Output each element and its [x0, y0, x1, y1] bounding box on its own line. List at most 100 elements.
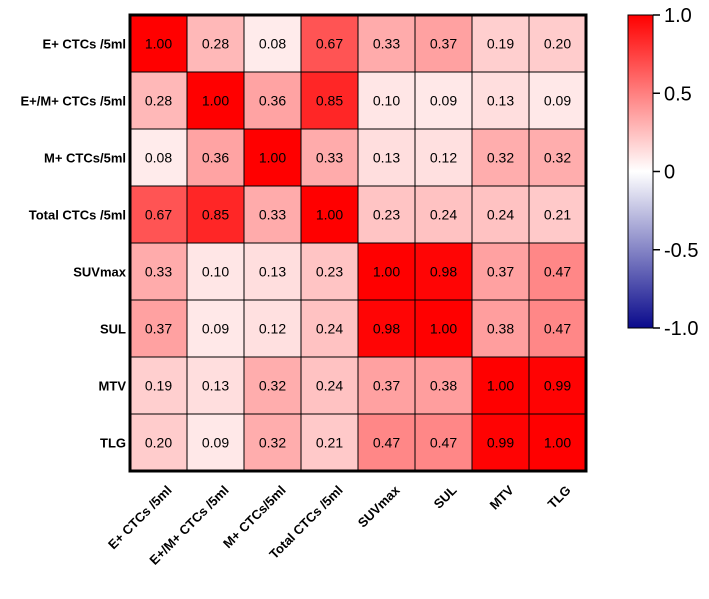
- heatmap-cell: [186, 128, 245, 187]
- cell-value-label: 1.00: [487, 378, 514, 394]
- heatmap-cell: [243, 299, 302, 358]
- colorbar: 1.0 0.5 0 -0.5 -1.0: [627, 5, 698, 340]
- cell-value-label: 0.37: [145, 321, 172, 337]
- cell-value-label: 0.12: [430, 150, 457, 166]
- heatmap-cell: [528, 413, 587, 472]
- colorbar-gradient: [627, 14, 654, 329]
- colorbar-tick-label: 0.5: [664, 83, 692, 105]
- heatmap-cell: [528, 14, 587, 73]
- column-label: SUL: [431, 482, 460, 511]
- cell-value-label: 0.32: [544, 150, 571, 166]
- heatmap-cell: [300, 185, 359, 244]
- heatmap-cell: [471, 242, 530, 301]
- heatmap-cell: [129, 356, 188, 415]
- cell-value-label: 0.24: [316, 321, 343, 337]
- heatmap-cell: [186, 356, 245, 415]
- cell-value-label: 0.33: [316, 150, 343, 166]
- cell-value-label: 0.20: [145, 435, 172, 451]
- cell-value-label: 0.32: [259, 378, 286, 394]
- cell-value-label: 1.00: [202, 93, 229, 109]
- cell-value-label: 0.33: [145, 264, 172, 280]
- cell-value-label: 0.33: [373, 36, 400, 52]
- cell-value-label: 0.85: [316, 93, 343, 109]
- cell-value-label: 0.09: [430, 93, 457, 109]
- heatmap-cell: [414, 128, 473, 187]
- cell-value-label: 0.38: [430, 378, 457, 394]
- heatmap-cell: [471, 356, 530, 415]
- cell-value-label: 0.09: [202, 435, 229, 451]
- cell-value-label: 1.00: [544, 435, 571, 451]
- cell-value-label: 0.28: [202, 36, 229, 52]
- cell-value-label: 0.10: [202, 264, 229, 280]
- heatmap-cell: [414, 299, 473, 358]
- heatmap-cell: [243, 413, 302, 472]
- cell-value-label: 1.00: [145, 36, 172, 52]
- cell-value-label: 0.37: [487, 264, 514, 280]
- cell-value-label: 0.23: [373, 207, 400, 223]
- cell-value-label: 0.09: [544, 93, 571, 109]
- colorbar-tick-label: -0.5: [664, 240, 698, 262]
- heatmap-cell: [528, 299, 587, 358]
- colorbar-tick-label: 1.0: [664, 5, 692, 27]
- cell-value-label: 0.19: [145, 378, 172, 394]
- column-label: MTV: [487, 482, 517, 512]
- cell-value-label: 0.47: [544, 264, 571, 280]
- heatmap-cell: [129, 185, 188, 244]
- cell-value-label: 0.19: [487, 36, 514, 52]
- cell-value-label: 0.08: [145, 150, 172, 166]
- cell-value-label: 0.13: [373, 150, 400, 166]
- cell-value-label: 0.98: [430, 264, 457, 280]
- row-label: E+ CTCs /5ml: [43, 37, 126, 52]
- heatmap-cell: [243, 128, 302, 187]
- cell-value-label: 0.36: [202, 150, 229, 166]
- row-label: Total CTCs /5ml: [29, 208, 126, 223]
- cell-value-label: 0.67: [145, 207, 172, 223]
- heatmap-cell: [129, 14, 188, 73]
- cell-value-label: 1.00: [373, 264, 400, 280]
- heatmap-cell: [471, 185, 530, 244]
- heatmap-cell: [528, 71, 587, 130]
- cell-value-label: 1.00: [316, 207, 343, 223]
- cell-value-label: 0.08: [259, 36, 286, 52]
- heatmap-cell: [357, 299, 416, 358]
- colorbar-tick-label: 0: [664, 162, 675, 184]
- cell-value-label: 0.47: [544, 321, 571, 337]
- cell-value-label: 0.28: [145, 93, 172, 109]
- heatmap-cell: [300, 128, 359, 187]
- cell-value-label: 0.12: [259, 321, 286, 337]
- heatmap-cell: [414, 356, 473, 415]
- heatmap-cell: [357, 185, 416, 244]
- row-label: SUVmax: [73, 265, 127, 280]
- heatmap-cell: [357, 356, 416, 415]
- heatmap-cell: [528, 242, 587, 301]
- heatmap-cells: 1.00 0.28 0.08 0.67 0.33 0.37 0.19 0.20 0.28 1.00…: [129, 14, 587, 472]
- heatmap-cell: [186, 299, 245, 358]
- cell-value-label: 0.13: [202, 378, 229, 394]
- cell-value-label: 0.37: [373, 378, 400, 394]
- cell-value-label: 0.24: [316, 378, 343, 394]
- heatmap-cell: [300, 242, 359, 301]
- row-label: M+ CTCs/5ml: [44, 151, 126, 166]
- cell-value-label: 0.33: [259, 207, 286, 223]
- plot-border: [128, 13, 588, 473]
- heatmap-cell: [300, 71, 359, 130]
- heatmap-cell: [414, 71, 473, 130]
- cell-value-label: 0.37: [430, 36, 457, 52]
- heatmap-cell: [186, 71, 245, 130]
- cell-value-label: 0.36: [259, 93, 286, 109]
- cell-value-label: 0.85: [202, 207, 229, 223]
- cell-value-label: 0.38: [487, 321, 514, 337]
- cell-value-label: 0.32: [487, 150, 514, 166]
- cell-value-label: 0.47: [430, 435, 457, 451]
- cell-value-label: 0.21: [316, 435, 343, 451]
- cell-value-label: 0.99: [544, 378, 571, 394]
- column-label: SUVmax: [355, 482, 403, 530]
- cell-value-label: 0.32: [259, 435, 286, 451]
- cell-value-label: 0.09: [202, 321, 229, 337]
- heatmap-cell: [357, 242, 416, 301]
- heatmap-cell: [357, 413, 416, 472]
- cell-value-label: 0.99: [487, 435, 514, 451]
